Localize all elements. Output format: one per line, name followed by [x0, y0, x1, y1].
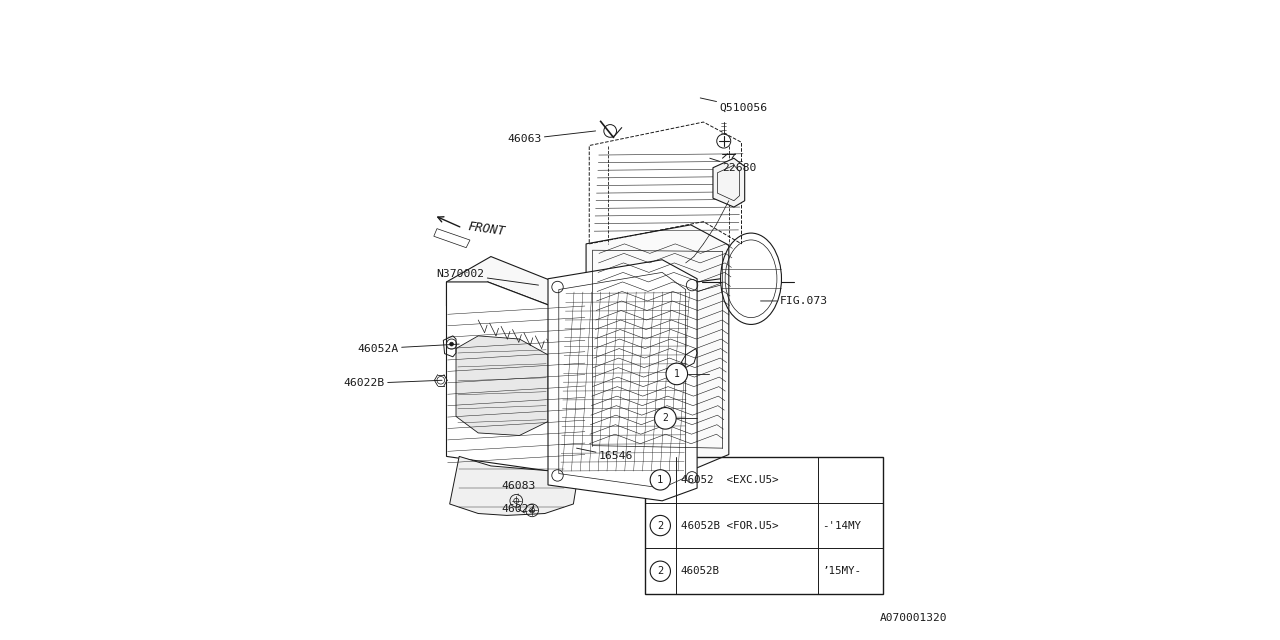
Polygon shape	[447, 257, 586, 326]
Text: 46052B <FOR.U5>: 46052B <FOR.U5>	[681, 520, 778, 531]
Circle shape	[650, 470, 671, 490]
Circle shape	[654, 408, 676, 429]
Text: N370002: N370002	[436, 269, 539, 285]
Text: 1: 1	[657, 475, 663, 485]
Polygon shape	[456, 336, 548, 435]
Text: -'14MY: -'14MY	[822, 520, 861, 531]
Text: Q510056: Q510056	[700, 98, 768, 113]
Text: 46052A: 46052A	[357, 344, 460, 353]
Text: 46022: 46022	[500, 504, 535, 514]
Text: FRONT: FRONT	[467, 220, 507, 238]
Text: 46063: 46063	[507, 131, 595, 144]
Text: 2: 2	[663, 413, 668, 423]
Text: 2: 2	[657, 566, 663, 576]
Circle shape	[650, 561, 671, 581]
Polygon shape	[548, 260, 698, 501]
Text: 2: 2	[657, 520, 663, 531]
Bar	[645, 457, 883, 594]
Circle shape	[650, 515, 671, 536]
Text: 46052B: 46052B	[681, 566, 719, 576]
Circle shape	[666, 363, 687, 385]
Text: A070001320: A070001320	[881, 613, 947, 623]
Circle shape	[449, 342, 453, 346]
Polygon shape	[586, 225, 728, 471]
Text: ’15MY-: ’15MY-	[822, 566, 861, 576]
Text: 1: 1	[673, 369, 680, 379]
Polygon shape	[713, 158, 745, 207]
Text: 46022B: 46022B	[344, 378, 442, 388]
Text: 46083: 46083	[500, 481, 535, 495]
Polygon shape	[449, 453, 581, 515]
Text: 46052  <EXC.U5>: 46052 <EXC.U5>	[681, 475, 778, 485]
Text: FIG.073: FIG.073	[760, 296, 828, 306]
Polygon shape	[552, 282, 586, 472]
Polygon shape	[447, 282, 586, 472]
Text: 22680: 22680	[710, 158, 756, 173]
Text: 16546: 16546	[576, 448, 634, 461]
